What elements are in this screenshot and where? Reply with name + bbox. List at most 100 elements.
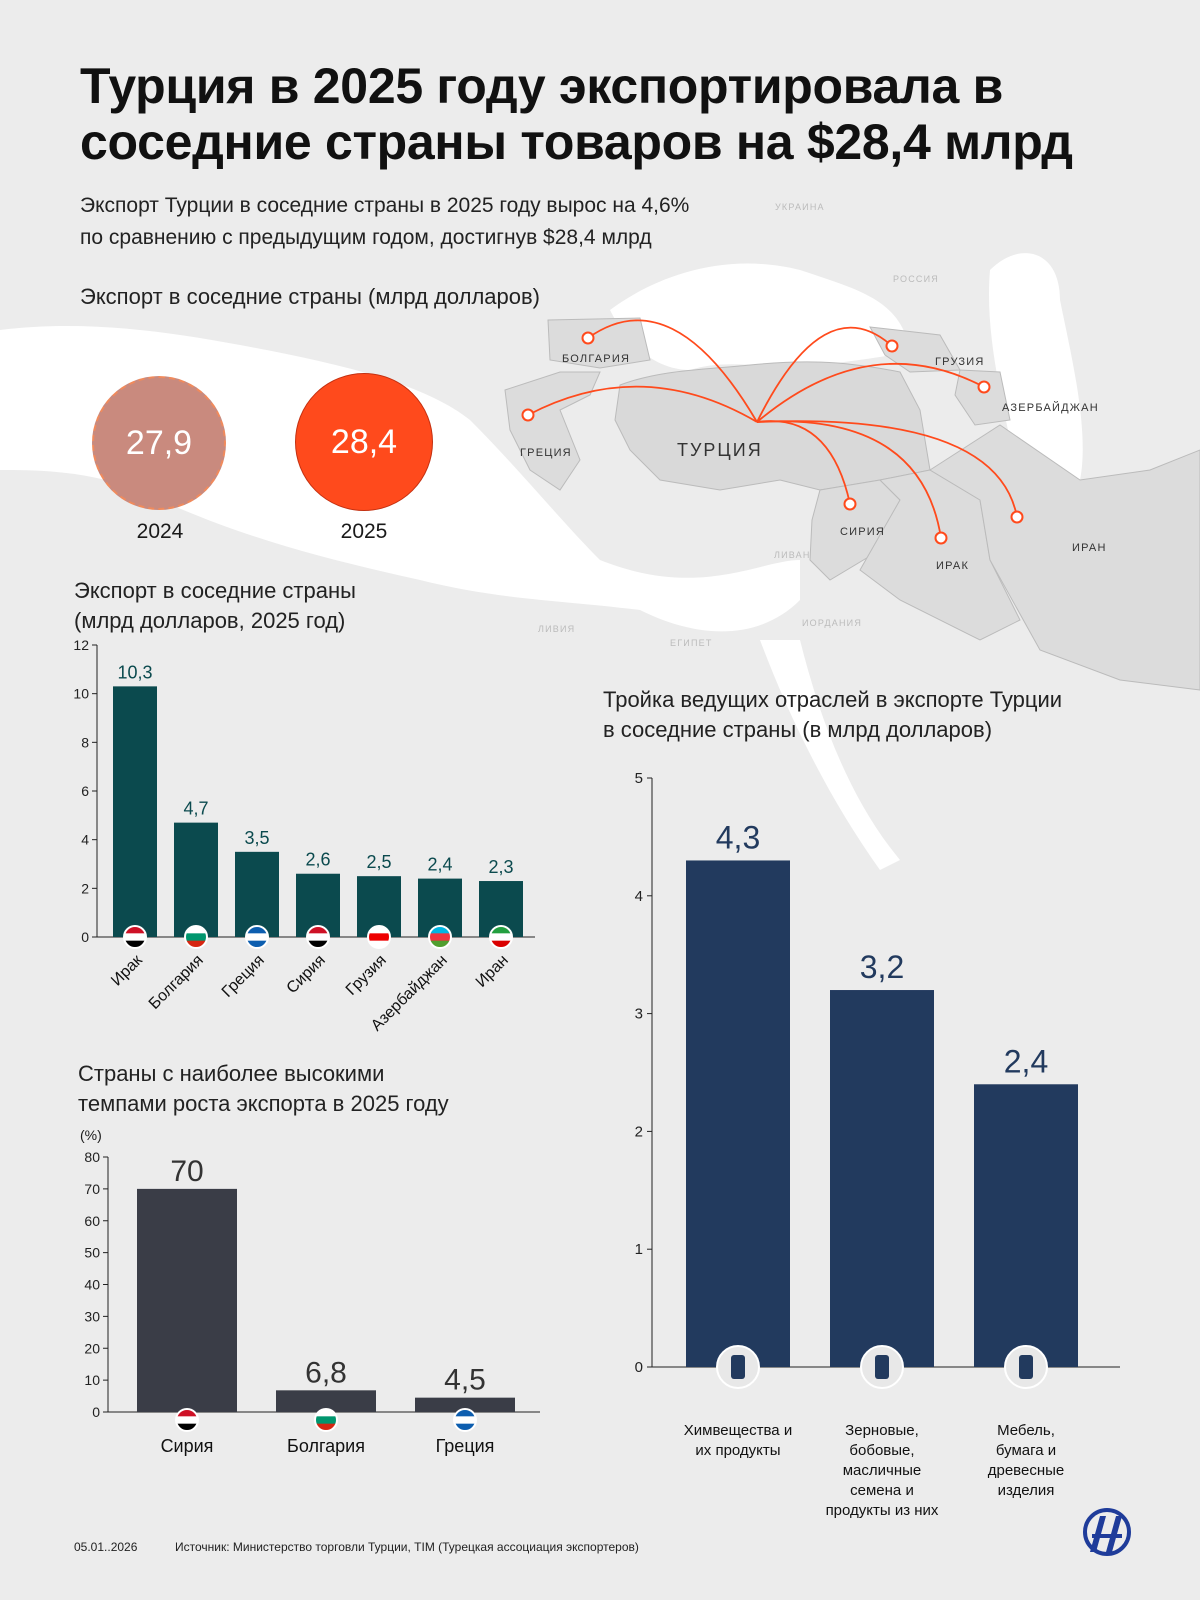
chart2-value-label: 4,5: [444, 1364, 486, 1397]
flag-border: [245, 925, 269, 949]
flag-stripe: [176, 1409, 198, 1417]
map-label-turkey: ТУРЦИЯ: [677, 440, 763, 460]
chart1-flag-icon: [428, 925, 452, 949]
chart1-flag-icon: [245, 925, 269, 949]
map-georgia: [869, 326, 961, 373]
map-label-jordan: ИОРДАНИЯ: [802, 618, 863, 628]
map-label-lebanon: ЛИВАН: [774, 550, 811, 560]
icon-glyph: [1019, 1355, 1033, 1379]
chart2-tick-label: 50: [84, 1245, 100, 1261]
chart3-tick-label: 1: [635, 1241, 643, 1258]
chart1-tick-label: 10: [73, 686, 89, 702]
chart3-category-label: их продукты: [695, 1442, 780, 1459]
map-iran: [929, 424, 1200, 691]
chart1-tick-label: 0: [81, 929, 89, 945]
chart2-tick-label: 20: [84, 1340, 100, 1356]
flag-stripe: [185, 926, 207, 934]
chart1-value-label: 2,5: [366, 852, 391, 872]
furniture-paper-icon: [1004, 1345, 1048, 1389]
red-sea: [760, 640, 900, 870]
marker-iraq: [934, 531, 948, 545]
marker-iran: [1010, 510, 1024, 524]
arc-georgia: [756, 326, 893, 423]
chart2-flag-icon: [453, 1408, 477, 1432]
chart1-flag-icon: [184, 925, 208, 949]
caspian-sea: [989, 253, 1083, 488]
chart3-value-label: 2,4: [1004, 1043, 1048, 1079]
flag-stripe: [124, 926, 146, 934]
map-label-russia: РОССИЯ: [893, 274, 939, 284]
chart1-tick-label: 4: [81, 832, 89, 848]
chart1-value-label: 2,3: [488, 857, 513, 877]
chart3-category-label: Зерновые,: [845, 1422, 919, 1439]
chart2-tick-label: 70: [84, 1181, 100, 1197]
chart3-category-label: Мебель,: [997, 1422, 1055, 1439]
chart2-flag-icon: [314, 1408, 338, 1432]
year-2025: 2025: [340, 520, 388, 543]
chart3-tick-label: 0: [635, 1359, 643, 1376]
chart1-flag-icon: [489, 925, 513, 949]
chemical-bottle-icon: [716, 1345, 760, 1389]
flag-border: [184, 925, 208, 949]
map-label-azerbaijan: АЗЕРБАЙДЖАН: [1002, 402, 1099, 414]
chart3-category-label: семена и: [850, 1482, 914, 1499]
flag-border: [367, 925, 391, 949]
footer-source: Источник: Министерство торговли Турции, …: [175, 1540, 639, 1554]
chart1-tick-label: 12: [73, 637, 89, 653]
chart3-category-label: Химвещества и: [684, 1422, 792, 1439]
chart3-tick-label: 3: [635, 1006, 643, 1023]
chart2-bar-1: [276, 1390, 376, 1412]
chart3-category-label: древесные: [988, 1462, 1065, 1479]
subtitle: Экспорт Турции в соседние страны в 2025 …: [80, 194, 690, 249]
chart2-tick-label: 40: [84, 1277, 100, 1293]
flag-stripe: [429, 926, 451, 934]
chart2-tick-label: 80: [84, 1149, 100, 1165]
arc-azerbaijan: [756, 362, 985, 423]
flag-stripe: [429, 940, 451, 948]
flag-stripe: [490, 926, 512, 934]
flag-border: [453, 1408, 477, 1432]
chart3-bar-0: [686, 860, 790, 1367]
chart1-flag-icon: [306, 925, 330, 949]
aa-logo: [1083, 1508, 1131, 1556]
total-2025-value: 28,4: [330, 422, 398, 461]
chart2-flag-icon: [175, 1408, 199, 1432]
chart3-tick-label: 2: [635, 1123, 643, 1140]
chart1-tick-label: 6: [81, 783, 89, 799]
chart1-category-label: Болгария: [146, 952, 207, 1013]
chart1-value-label: 2,4: [427, 855, 452, 875]
chart3-bar-1: [830, 990, 934, 1367]
flag-stripe: [368, 926, 390, 934]
marker-greece: [521, 408, 535, 422]
chart1-bar-2: [235, 851, 279, 937]
flag-stripe: [185, 940, 207, 948]
chart1-category-label: Сирия: [284, 952, 329, 997]
total-2025-circle: 28,4: [295, 373, 433, 511]
map-label-bulgaria: БОЛГАРИЯ: [562, 353, 631, 365]
map-label-syria: СИРИЯ: [840, 526, 886, 538]
marker-georgia: [885, 339, 899, 353]
flag-border: [123, 925, 147, 949]
flag-border: [489, 925, 513, 949]
flag-stripe: [246, 940, 268, 948]
flag-stripe: [185, 933, 207, 942]
flag-border: [306, 925, 330, 949]
flag-stripe: [454, 1423, 476, 1431]
marker-syria: [843, 497, 857, 511]
map-bulgaria: [547, 317, 651, 369]
year-2024: 2024: [136, 520, 184, 543]
export-arcs: [521, 319, 1024, 545]
chart2-tick-label: 10: [84, 1372, 100, 1388]
map-label-egypt: ЕГИПЕТ: [670, 638, 713, 648]
icon-glyph: [875, 1355, 889, 1379]
footer-date: 05.01..2026: [74, 1540, 138, 1554]
chart2-value-label: 6,8: [305, 1356, 347, 1389]
flag-border: [314, 1408, 338, 1432]
chart1-value-label: 3,5: [244, 828, 269, 848]
flag-stripe: [454, 1416, 476, 1425]
flag-stripe: [490, 933, 512, 942]
map-label-iraq: ИРАК: [936, 560, 970, 572]
map-label-ukraine: УКРАИНА: [775, 202, 825, 212]
chart1-tick-label: 8: [81, 734, 89, 750]
flag-stripe: [307, 933, 329, 942]
